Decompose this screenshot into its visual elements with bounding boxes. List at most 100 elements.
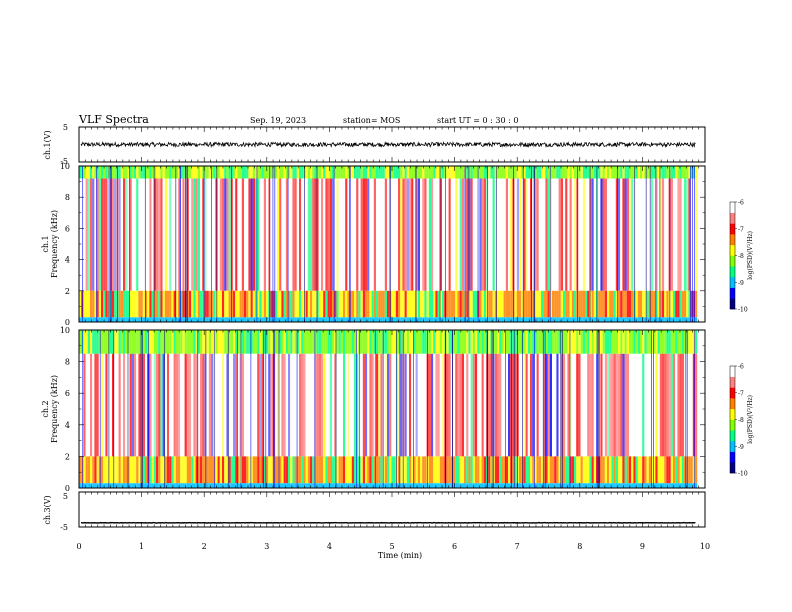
spectrogram-cell bbox=[673, 353, 676, 457]
spectrogram-cell bbox=[494, 290, 497, 318]
spectrogram-cell bbox=[334, 330, 337, 354]
spectrogram-cell bbox=[600, 317, 603, 322]
spectrogram-cell bbox=[367, 353, 370, 457]
spectrogram-cell bbox=[145, 456, 148, 484]
spectrogram-cell bbox=[468, 166, 470, 322]
spectrogram-cell bbox=[384, 353, 387, 457]
spectrogram-cell bbox=[598, 317, 601, 322]
spectrogram-cell bbox=[554, 456, 557, 484]
spectrogram-cell bbox=[186, 178, 189, 291]
spectrogram-cell bbox=[578, 330, 581, 354]
colorbar-cell bbox=[730, 383, 735, 386]
spectrogram-cell bbox=[197, 330, 199, 488]
spectrogram-cell bbox=[513, 330, 515, 488]
spectrogram-cell bbox=[222, 178, 225, 291]
spectrogram-cell bbox=[646, 317, 649, 322]
spectrogram-cell bbox=[445, 166, 446, 322]
spectrogram-cell bbox=[552, 290, 555, 318]
spectrogram-cell bbox=[406, 178, 409, 291]
spectrogram-cell bbox=[343, 290, 346, 318]
spectrogram-cell bbox=[613, 456, 616, 484]
spectrogram-cell bbox=[516, 178, 519, 291]
spectrogram-cell bbox=[591, 330, 594, 354]
spectrogram-cell bbox=[255, 330, 258, 354]
spectrogram-cell bbox=[244, 456, 247, 484]
spectrogram-cell bbox=[296, 330, 298, 488]
spectrogram-cell bbox=[206, 353, 209, 457]
spectrogram-cell bbox=[347, 290, 350, 318]
spectrogram-cell bbox=[178, 353, 181, 457]
spectrogram-cell bbox=[336, 290, 339, 318]
ch2-spectrogram-cells bbox=[79, 330, 698, 488]
spectrogram-cell bbox=[479, 317, 482, 322]
spectrogram-cell bbox=[304, 166, 305, 322]
spectrogram-cell bbox=[662, 178, 665, 291]
spectrogram-cell bbox=[457, 178, 460, 291]
spectrogram-cell bbox=[87, 166, 90, 179]
spectrogram-cell bbox=[587, 483, 590, 488]
frequency-tick-label: 4 bbox=[65, 421, 70, 430]
spectrogram-cell bbox=[318, 483, 321, 488]
spectrogram-cell bbox=[556, 290, 559, 318]
spectrogram-cell bbox=[338, 330, 341, 354]
spectrogram-cell bbox=[312, 166, 315, 179]
spectrogram-cell bbox=[371, 330, 374, 354]
spectrogram-cell bbox=[193, 353, 196, 457]
spectrogram-cell bbox=[435, 290, 438, 318]
spectrogram-cell bbox=[591, 456, 594, 484]
spectrogram-cell bbox=[402, 178, 405, 291]
colorbar-cell bbox=[730, 294, 735, 297]
spectrogram-cell bbox=[167, 166, 170, 179]
spectrogram-cell bbox=[527, 456, 530, 484]
spectrogram-cell bbox=[349, 166, 351, 322]
spectrogram-cell bbox=[600, 483, 603, 488]
spectrogram-cell bbox=[574, 317, 577, 322]
spectrogram-cell bbox=[356, 178, 359, 291]
spectrogram-cell bbox=[378, 330, 381, 354]
spectrogram-cell bbox=[160, 317, 163, 322]
spectrogram-cell bbox=[79, 330, 82, 354]
spectrogram-cell bbox=[624, 317, 627, 322]
spectrogram-cell bbox=[686, 317, 689, 322]
spectrogram-cell bbox=[120, 353, 123, 457]
spectrogram-cell bbox=[343, 483, 346, 488]
spectrogram-cell bbox=[604, 330, 607, 354]
spectrogram-cell bbox=[530, 353, 533, 457]
spectrogram-cell bbox=[292, 290, 295, 318]
spectrogram-cell bbox=[255, 178, 258, 291]
spectrogram-cell bbox=[389, 456, 392, 484]
spectrogram-cell bbox=[642, 317, 645, 322]
spectrogram-cell bbox=[113, 330, 115, 488]
spectrogram-cell bbox=[118, 166, 121, 179]
spectrogram-cell bbox=[274, 483, 277, 488]
spectrogram-cell bbox=[483, 353, 486, 457]
spectrogram-cell bbox=[211, 317, 214, 322]
spectrogram-cell bbox=[604, 178, 607, 291]
spectrogram-cell bbox=[237, 483, 240, 488]
spectrogram-cell bbox=[376, 290, 379, 318]
spectrogram-cell bbox=[173, 456, 176, 484]
spectrogram-cell bbox=[160, 330, 163, 354]
spectrogram-cell bbox=[508, 317, 511, 322]
spectrogram-cell bbox=[266, 166, 269, 179]
spectrogram-cell bbox=[615, 166, 618, 179]
time-tick-label: 3 bbox=[264, 542, 269, 551]
spectrogram-cell bbox=[327, 456, 330, 484]
spectrogram-cell bbox=[424, 330, 427, 354]
spectrogram-cell bbox=[189, 317, 192, 322]
spectrogram-cell bbox=[525, 178, 528, 291]
spectrogram-cell bbox=[670, 290, 673, 318]
spectrogram-cell bbox=[131, 456, 134, 484]
colorbar-cell bbox=[730, 225, 735, 228]
spectrogram-cell bbox=[103, 290, 106, 318]
spectrogram-cell bbox=[664, 166, 667, 179]
spectrogram-cell bbox=[336, 483, 339, 488]
spectrogram-cell bbox=[673, 330, 676, 354]
spectrogram-cell bbox=[274, 166, 276, 322]
spectrogram-cell bbox=[233, 330, 236, 354]
spectrogram-cell bbox=[587, 290, 590, 318]
spectrogram-cell bbox=[433, 317, 436, 322]
spectrogram-cell bbox=[491, 330, 493, 488]
spectrogram-cell bbox=[112, 353, 115, 457]
spectrogram-cell bbox=[228, 178, 231, 291]
